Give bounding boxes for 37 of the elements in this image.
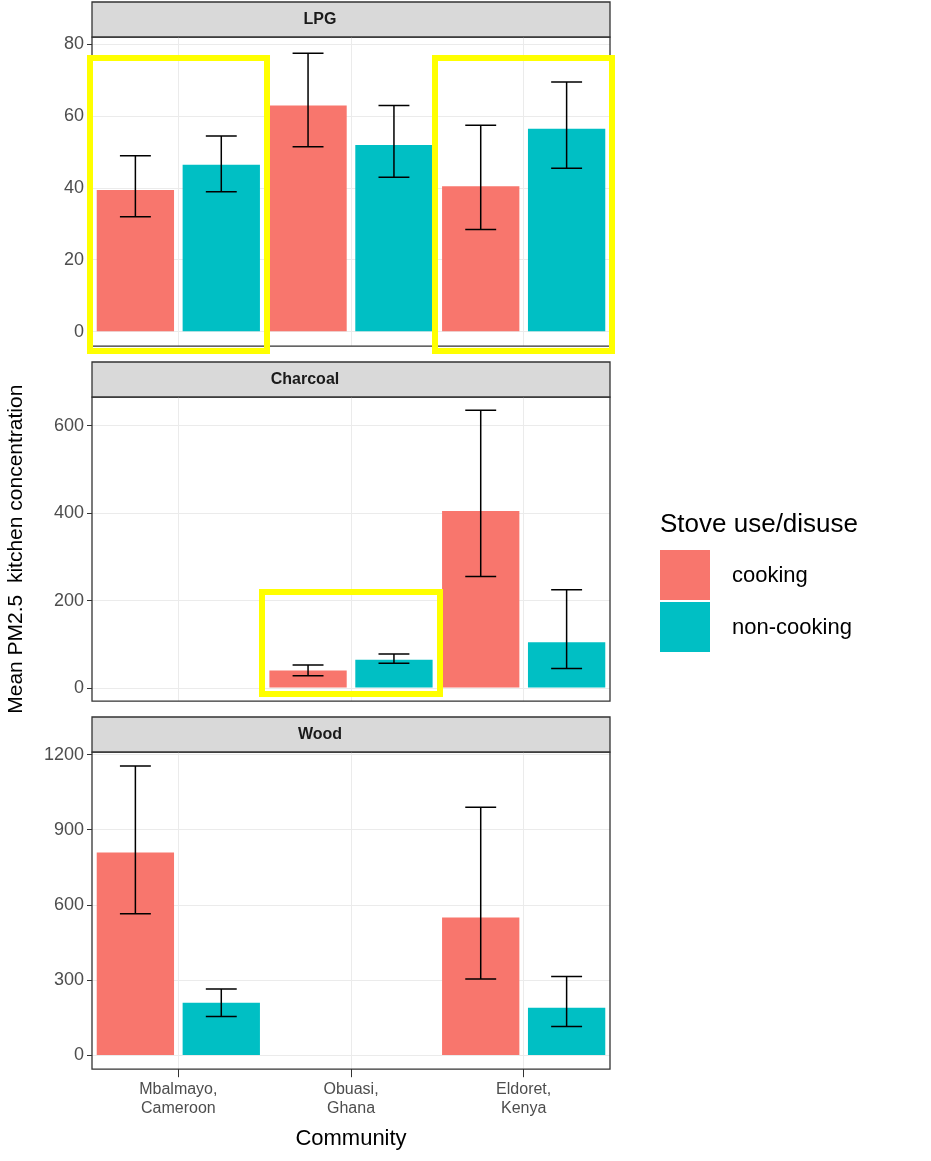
y-tick-label: 60 <box>63 105 84 126</box>
y-tick-label: 20 <box>63 248 84 269</box>
y-tick-label: 600 <box>53 894 84 915</box>
bar <box>442 186 520 332</box>
bar <box>442 917 520 1055</box>
bar <box>96 189 175 332</box>
bar <box>527 642 606 688</box>
y-tick-label: 200 <box>53 589 84 610</box>
y-tick-label: 0 <box>73 320 84 341</box>
y-axis-title: Mean PM2.5 kitchen concentration <box>3 384 27 714</box>
y-tick-label: 40 <box>63 177 84 198</box>
y-tick-label: 1200 <box>43 743 84 764</box>
y-tick-label: 0 <box>73 677 84 698</box>
y-tick-label: 400 <box>53 502 84 523</box>
bar <box>527 1007 606 1055</box>
y-tick-label: 900 <box>53 818 84 839</box>
chart-title: Wood <box>297 725 343 743</box>
y-tick-label: 0 <box>73 1044 84 1065</box>
x-tick-label: Obuasi, Ghana <box>323 1080 379 1117</box>
bar <box>269 670 347 688</box>
bar <box>96 852 175 1055</box>
x-tick-label: Mbalmayo, Cameroon <box>139 1080 218 1117</box>
legend-title: Stove use/disuse <box>660 507 859 539</box>
y-tick-label: 600 <box>53 414 84 435</box>
bar <box>355 144 433 332</box>
legend-label: cooking <box>732 561 808 588</box>
y-tick-label: 300 <box>53 969 84 990</box>
legend-label: non-cooking <box>732 613 852 640</box>
x-tick-label: Eldoret, Kenya <box>496 1080 552 1117</box>
bar <box>182 164 260 332</box>
bar <box>355 659 433 688</box>
bar <box>527 128 606 332</box>
x-axis-title: Community <box>295 1124 407 1150</box>
chart-title: LPG <box>303 10 337 28</box>
y-tick-label: 80 <box>63 33 84 54</box>
bar <box>182 1002 260 1055</box>
chart-title: Charcoal <box>270 370 340 388</box>
